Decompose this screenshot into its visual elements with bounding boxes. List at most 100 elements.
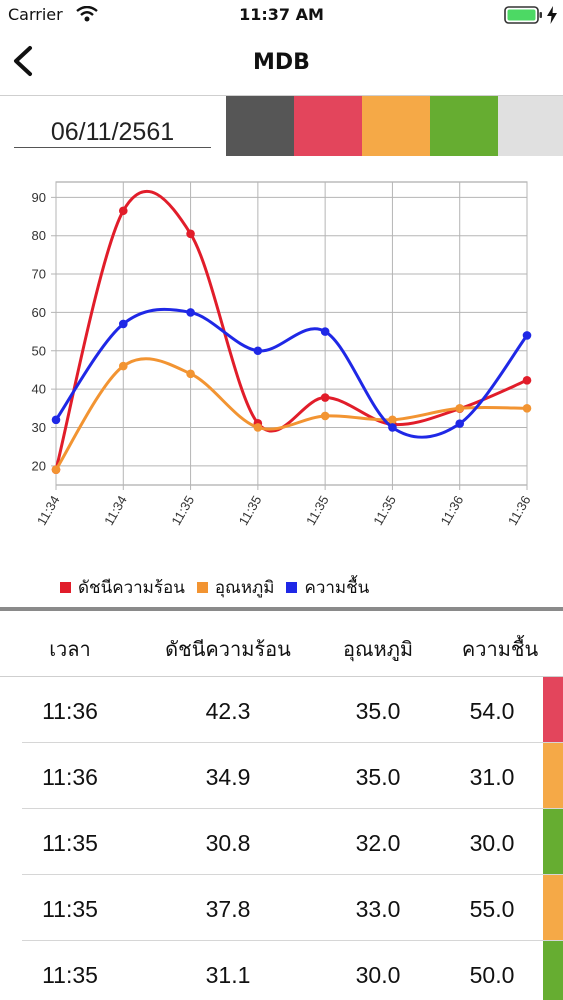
data-point-heat-index: [522, 375, 532, 385]
x-tick-label: 11:35: [370, 493, 399, 528]
data-point-humidity: [320, 327, 330, 336]
legend-item-temperature: อุณหภูมิ: [196, 574, 275, 601]
cell-heat-index: 31.1: [205, 962, 251, 988]
column-header-time: เวลา: [49, 637, 91, 661]
cell-humidity: 50.0: [469, 962, 515, 988]
data-point-temperature: [118, 361, 128, 371]
data-point-humidity: [388, 423, 397, 432]
column-header-humidity: ความชื้น: [461, 637, 539, 661]
section-divider: [0, 607, 563, 611]
y-tick-label: 20: [32, 458, 46, 473]
color-swatch-red[interactable]: [294, 96, 362, 156]
cell-temperature: 35.0: [355, 764, 401, 790]
row-status-color: [543, 941, 563, 1000]
data-point-temperature: [522, 403, 532, 413]
data-point-heat-index: [320, 393, 330, 402]
row-status-color: [543, 743, 563, 809]
y-tick-label: 90: [32, 190, 46, 205]
series-line-humidity: [54, 307, 529, 439]
legend-label-humidity: ความชื้น: [304, 578, 370, 598]
color-swatch-orange[interactable]: [362, 96, 430, 156]
data-point-humidity: [455, 419, 465, 428]
carrier-label: Carrier: [8, 5, 63, 24]
cell-time: 11:35: [42, 896, 98, 922]
x-tick-label: 11:35: [236, 493, 265, 528]
cell-temperature: 30.0: [355, 962, 401, 988]
data-point-heat-index: [186, 229, 195, 239]
table-row[interactable]: 11:35 37.8 33.0 55.0: [0, 875, 563, 941]
data-point-humidity: [253, 346, 263, 356]
legend-swatch-heat-index: [60, 582, 71, 593]
line-chart: 20 30 40 50 60 70 80 90 11:34 11:34 11:35 11:35 11:3…: [32, 181, 534, 528]
series-line-temperature: [54, 357, 528, 471]
cell-time: 11:35: [42, 830, 98, 856]
data-point-humidity: [522, 331, 532, 340]
color-swatch-light-gray[interactable]: [498, 96, 563, 156]
cell-temperature: 32.0: [355, 830, 401, 856]
table-row[interactable]: 11:36 34.9 35.0 31.0: [0, 743, 563, 809]
data-point-temperature: [388, 415, 397, 425]
x-tick-label: 11:35: [303, 493, 332, 528]
x-tick-label: 11:35: [168, 493, 197, 528]
chart-legend: ดัชนีความร้อน อุณหภูมิ ความชื้น: [60, 574, 381, 601]
row-status-color: [543, 809, 563, 875]
status-bar: Carrier 11:37 AM: [0, 0, 563, 30]
legend-item-heat-index: ดัชนีความร้อน: [60, 574, 185, 601]
table-row[interactable]: 11:36 42.3 35.0 54.0: [0, 677, 563, 743]
data-point-heat-index: [118, 206, 128, 216]
legend-label-temperature: อุณหภูมิ: [214, 578, 275, 598]
legend-label-heat-index: ดัชนีความร้อน: [78, 578, 185, 598]
cell-humidity: 54.0: [469, 698, 515, 724]
x-tick-label: 11:34: [101, 493, 130, 528]
row-divider: [22, 742, 563, 743]
status-time: 11:37 AM: [239, 5, 324, 24]
x-tick-label: 11:34: [34, 493, 63, 528]
cell-heat-index: 42.3: [205, 698, 251, 724]
y-tick-label: 40: [32, 382, 46, 397]
cell-temperature: 33.0: [355, 896, 401, 922]
table-header: เวลา ดัชนีความร้อน อุณหภูมิ ความชื้น: [0, 611, 563, 677]
table-row[interactable]: 11:35 31.1 30.0 50.0: [0, 941, 563, 1000]
cell-heat-index: 34.9: [205, 764, 251, 790]
battery-icon: [504, 6, 542, 24]
data-point-temperature: [455, 403, 465, 413]
charging-icon: [547, 6, 557, 24]
cell-humidity: 55.0: [469, 896, 515, 922]
row-divider: [22, 940, 563, 941]
y-tick-label: 80: [32, 228, 46, 243]
legend-item-humidity: ความชื้น: [286, 574, 369, 601]
data-point-temperature: [253, 423, 263, 432]
column-header-heat-index: ดัชนีความร้อน: [165, 637, 291, 661]
wifi-icon: [76, 6, 98, 22]
cell-time: 11:36: [42, 698, 98, 724]
x-tick-label: 11:36: [505, 493, 534, 528]
page-title: MDB: [253, 50, 310, 75]
table-row[interactable]: 11:35 30.8 32.0 30.0: [0, 809, 563, 875]
data-point-temperature: [186, 369, 195, 379]
y-tick-label: 60: [32, 305, 46, 320]
cell-time: 11:35: [42, 962, 98, 988]
plot-frame: [55, 181, 528, 486]
navigation-bar: MDB: [0, 30, 563, 96]
cell-heat-index: 37.8: [205, 896, 251, 922]
series-line-heat-index: [54, 189, 528, 471]
data-point-temperature: [320, 411, 330, 421]
color-swatch-green[interactable]: [430, 96, 498, 156]
data-point-humidity: [118, 319, 128, 329]
cell-humidity: 30.0: [469, 830, 515, 856]
column-header-temperature: อุณหภูมิ: [342, 637, 414, 661]
color-swatch-gray[interactable]: [226, 96, 294, 156]
back-button[interactable]: [6, 42, 46, 82]
legend-swatch-humidity: [286, 582, 298, 593]
data-point-humidity: [186, 308, 195, 317]
data-point-humidity: [51, 415, 61, 425]
cell-heat-index: 30.8: [205, 830, 251, 856]
y-tick-label: 50: [32, 343, 46, 358]
date-field[interactable]: 06/11/2561: [14, 118, 211, 148]
x-tick-label: 11:36: [438, 493, 467, 528]
data-point-temperature: [51, 465, 61, 474]
cell-temperature: 35.0: [355, 698, 401, 724]
cell-humidity: 31.0: [469, 764, 515, 790]
chevron-left-icon: [14, 46, 32, 76]
row-divider: [22, 808, 563, 809]
